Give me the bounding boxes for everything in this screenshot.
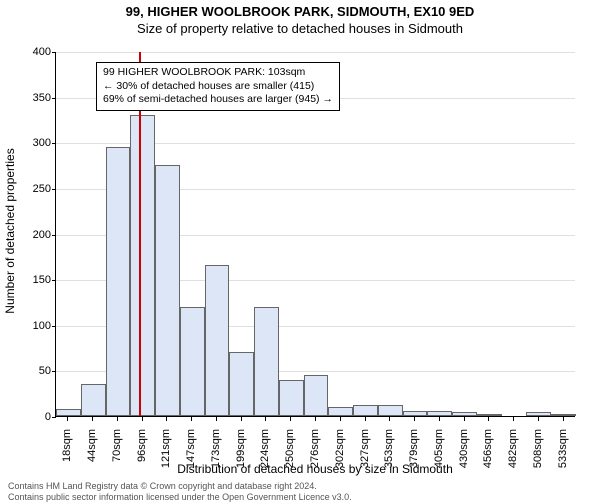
footer-line2: Contains public sector information licen… — [8, 492, 352, 502]
xtick-mark — [117, 417, 118, 421]
histogram-bar — [106, 147, 131, 416]
histogram-bar — [205, 265, 230, 416]
histogram-bar — [180, 307, 205, 417]
ytick-mark — [52, 371, 56, 372]
y-ticks: 050100150200250300350400 — [0, 52, 55, 417]
ytick-label: 200 — [11, 229, 51, 241]
annotation-line3: 69% of semi-detached houses are larger (… — [103, 93, 333, 107]
ytick-mark — [52, 280, 56, 281]
histogram-bar — [353, 405, 378, 416]
ytick-mark — [52, 189, 56, 190]
ytick-label: 300 — [11, 137, 51, 149]
histogram-bar — [130, 115, 155, 416]
ytick-label: 350 — [11, 92, 51, 104]
xtick-mark — [166, 417, 167, 421]
xtick-mark — [513, 417, 514, 421]
xtick-mark — [563, 417, 564, 421]
histogram-bar — [81, 384, 106, 416]
xtick-mark — [67, 417, 68, 421]
xtick-mark — [414, 417, 415, 421]
ytick-label: 50 — [11, 365, 51, 377]
xtick-mark — [265, 417, 266, 421]
histogram-bar — [279, 380, 304, 417]
histogram-bar — [254, 307, 279, 417]
chart-title-sub: Size of property relative to detached ho… — [0, 21, 600, 36]
ytick-mark — [52, 326, 56, 327]
xtick-mark — [191, 417, 192, 421]
xtick-mark — [365, 417, 366, 421]
histogram-bar — [452, 412, 477, 416]
gridline — [56, 52, 575, 53]
xtick-mark — [439, 417, 440, 421]
xtick-mark — [241, 417, 242, 421]
histogram-bar — [328, 407, 353, 416]
ytick-mark — [52, 52, 56, 53]
histogram-bar — [56, 409, 81, 416]
footer-line1: Contains HM Land Registry data © Crown c… — [8, 481, 352, 491]
xtick-mark — [538, 417, 539, 421]
histogram-bar — [229, 352, 254, 416]
xtick-mark — [464, 417, 465, 421]
ytick-label: 150 — [11, 274, 51, 286]
annotation-box: 99 HIGHER WOOLBROOK PARK: 103sqm← 30% of… — [96, 62, 340, 111]
ytick-mark — [52, 143, 56, 144]
annotation-line1: 99 HIGHER WOOLBROOK PARK: 103sqm — [103, 66, 333, 80]
x-ticks: 18sqm44sqm70sqm96sqm121sqm147sqm173sqm19… — [55, 417, 575, 467]
ytick-label: 250 — [11, 183, 51, 195]
histogram-bar — [427, 411, 452, 416]
xtick-mark — [92, 417, 93, 421]
annotation-line2: ← 30% of detached houses are smaller (41… — [103, 80, 333, 94]
ytick-mark — [52, 235, 56, 236]
ytick-label: 100 — [11, 320, 51, 332]
chart-plot-area: 99 HIGHER WOOLBROOK PARK: 103sqm← 30% of… — [55, 52, 575, 417]
ytick-label: 400 — [11, 46, 51, 58]
xtick-mark — [216, 417, 217, 421]
histogram-bar — [403, 411, 428, 416]
histogram-bar — [477, 414, 502, 416]
histogram-bar — [304, 375, 329, 416]
x-axis-label: Distribution of detached houses by size … — [55, 462, 575, 476]
ytick-label: 0 — [11, 411, 51, 423]
xtick-mark — [340, 417, 341, 421]
histogram-bar — [155, 165, 180, 416]
histogram-bar — [551, 414, 576, 416]
histogram-bar — [526, 412, 551, 416]
xtick-mark — [389, 417, 390, 421]
footer-attribution: Contains HM Land Registry data © Crown c… — [8, 481, 352, 502]
xtick-mark — [142, 417, 143, 421]
chart-title-main: 99, HIGHER WOOLBROOK PARK, SIDMOUTH, EX1… — [0, 4, 600, 19]
histogram-bar — [378, 405, 403, 416]
xtick-mark — [488, 417, 489, 421]
xtick-mark — [290, 417, 291, 421]
xtick-mark — [315, 417, 316, 421]
ytick-mark — [52, 98, 56, 99]
